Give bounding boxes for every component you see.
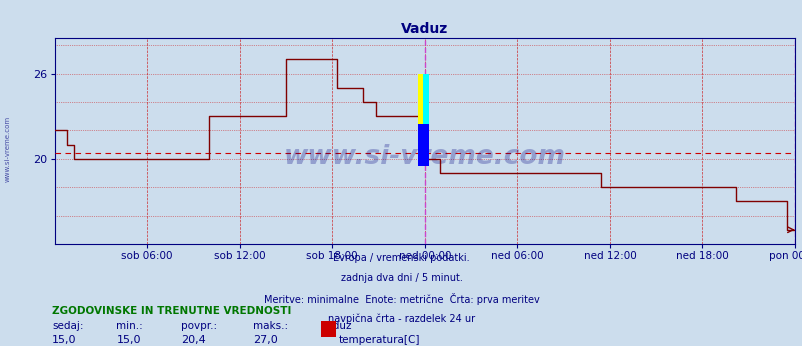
Text: maks.:: maks.: xyxy=(253,321,288,331)
Text: 15,0: 15,0 xyxy=(116,335,141,345)
Text: ZGODOVINSKE IN TRENUTNE VREDNOSTI: ZGODOVINSKE IN TRENUTNE VREDNOSTI xyxy=(52,306,291,316)
Text: www.si-vreme.com: www.si-vreme.com xyxy=(283,145,565,171)
Text: temperatura[C]: temperatura[C] xyxy=(338,335,419,345)
Text: Vaduz: Vaduz xyxy=(321,321,352,331)
Text: min.:: min.: xyxy=(116,321,143,331)
Text: Meritve: minimalne  Enote: metrične  Črta: prva meritev: Meritve: minimalne Enote: metrične Črta:… xyxy=(263,293,539,306)
Bar xyxy=(418,74,428,166)
Text: 20,4: 20,4 xyxy=(180,335,205,345)
Bar xyxy=(423,74,428,166)
Text: povpr.:: povpr.: xyxy=(180,321,217,331)
Text: zadnja dva dni / 5 minut.: zadnja dva dni / 5 minut. xyxy=(340,273,462,283)
Text: 27,0: 27,0 xyxy=(253,335,277,345)
Title: Vaduz: Vaduz xyxy=(401,21,448,36)
Text: sedaj:: sedaj: xyxy=(52,321,83,331)
Text: navpična črta - razdelek 24 ur: navpična črta - razdelek 24 ur xyxy=(327,313,475,324)
Text: Evropa / vremenski podatki.: Evropa / vremenski podatki. xyxy=(333,253,469,263)
Text: www.si-vreme.com: www.si-vreme.com xyxy=(5,116,11,182)
Bar xyxy=(418,124,428,166)
Text: 15,0: 15,0 xyxy=(52,335,77,345)
